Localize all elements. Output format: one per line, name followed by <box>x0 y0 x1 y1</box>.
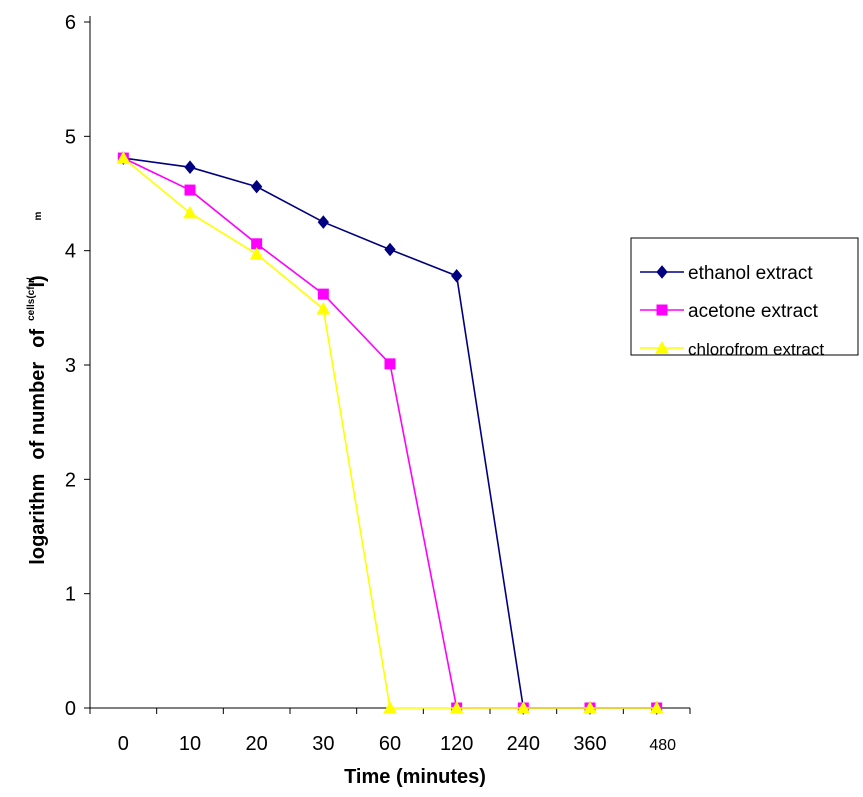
series-2 <box>116 151 664 714</box>
legend-item: acetone extract <box>640 301 819 322</box>
x-tick-label: 10 <box>179 733 201 755</box>
legend-label: chlorofrom extract <box>688 340 824 359</box>
x-tick-label: 20 <box>246 733 268 755</box>
series-0 <box>117 151 663 715</box>
x-tick-label: 480 <box>649 737 676 754</box>
data-point <box>183 205 197 219</box>
data-point <box>383 700 397 714</box>
x-axis-title: Time (minutes) <box>344 766 486 788</box>
data-point <box>449 700 464 714</box>
data-point <box>116 151 131 164</box>
data-point <box>184 160 196 174</box>
x-tick-label: 30 <box>312 733 334 755</box>
legend-swatch-marker <box>656 265 668 279</box>
data-point <box>451 269 463 283</box>
y-axis-title-part2: of number <box>27 362 49 460</box>
legend-swatch-marker <box>656 304 668 316</box>
legend-item: chlorofrom extract <box>640 340 824 359</box>
y-tick-label: 4 <box>65 241 76 263</box>
legend-box <box>630 237 859 356</box>
x-tick-label: 120 <box>440 733 473 755</box>
y-tick-label: 2 <box>65 469 76 491</box>
series-line <box>122 157 657 709</box>
svg-text:logarithmof numberofcells(cfu/: logarithm of number of cells(cfu/l) <box>26 275 49 564</box>
legend-swatch-marker <box>655 340 669 354</box>
y-tick-label: 3 <box>65 355 76 377</box>
data-point <box>251 179 263 194</box>
data-point <box>316 301 331 315</box>
y-axis-title-part3: of <box>27 329 49 348</box>
y-axis-title-small-l: l) <box>27 275 49 287</box>
data-point <box>516 700 531 714</box>
legend-item: ethanol extract <box>640 263 813 284</box>
data-point <box>384 242 396 257</box>
data-point <box>649 700 664 714</box>
y-axis-title-small-m: m <box>33 211 44 220</box>
y-tick-label: 0 <box>65 698 76 720</box>
series-group <box>116 151 664 715</box>
x-tick-label: 240 <box>507 733 540 755</box>
y-axis-title-part1: logarithm <box>27 474 49 565</box>
series-1 <box>117 152 663 714</box>
x-tick-label: 60 <box>379 733 401 755</box>
x-tick-label: 0 <box>118 733 129 755</box>
series-line <box>122 157 657 709</box>
data-point <box>583 700 597 714</box>
y-axis-title: logarithm of number of cells(cfu/l) m <box>26 211 49 564</box>
y-axis-title-small-top: cells(cfu/ <box>26 277 37 321</box>
y-tick-label: 6 <box>65 12 76 34</box>
data-point <box>317 288 329 300</box>
y-tick-label: 5 <box>65 126 76 148</box>
data-point <box>384 358 396 370</box>
legend: ethanol extract acetone extract chlorofrom… <box>630 237 859 359</box>
data-point <box>249 247 264 260</box>
series-line <box>123 157 657 709</box>
data-point <box>317 215 329 229</box>
legend-label: ethanol extract <box>688 263 813 284</box>
x-tick-label: 360 <box>573 733 606 755</box>
legend-label: acetone extract <box>688 301 819 322</box>
data-point <box>184 184 196 196</box>
y-tick-label: 1 <box>65 584 76 606</box>
